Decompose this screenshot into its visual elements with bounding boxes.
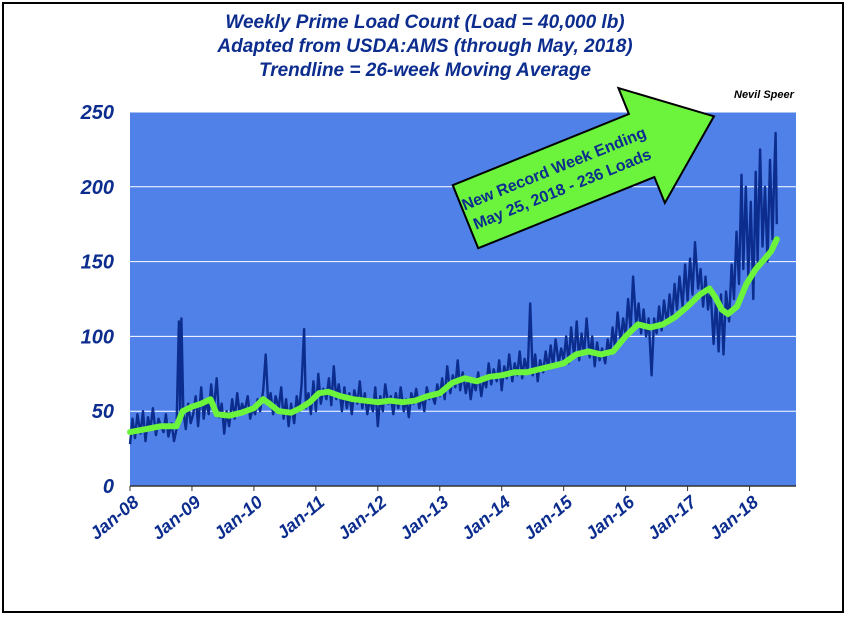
author-credit: Nevil Speer: [734, 89, 794, 101]
moving-average-trendline: [127, 236, 780, 436]
x-tick-label-Jan-08: Jan-08: [86, 492, 143, 544]
x-tick-label-Jan-18: Jan-18: [706, 492, 763, 544]
arrow-shape: [451, 86, 716, 250]
x-tick-label-Jan-10: Jan-10: [210, 492, 267, 544]
y-tick-label-250: 250: [80, 102, 114, 124]
chart-title-line-1: Weekly Prime Load Count (Load = 40,000 l…: [225, 12, 625, 33]
x-tick-label-Jan-12: Jan-12: [334, 492, 391, 544]
x-tick-label-Jan-14: Jan-14: [458, 492, 515, 544]
x-tick-label-Jan-09: Jan-09: [148, 492, 205, 544]
chart-title-line-2: Adapted from USDA:AMS (through May, 2018…: [217, 36, 633, 57]
x-tick-label-Jan-13: Jan-13: [396, 492, 453, 544]
y-tick-label-0: 0: [103, 476, 114, 498]
x-tick-label-Jan-11: Jan-11: [273, 492, 329, 543]
y-tick-label-200: 200: [80, 177, 114, 199]
y-tick-label-150: 150: [81, 252, 114, 274]
x-tick-label-Jan-16: Jan-16: [582, 491, 639, 544]
y-tick-label-100: 100: [81, 326, 114, 348]
plot-area: [130, 112, 796, 486]
y-tick-label-50: 50: [92, 401, 114, 423]
x-tick-label-Jan-15: Jan-15: [520, 491, 577, 544]
x-tick-label-Jan-17: Jan-17: [644, 491, 701, 544]
chart-title-line-3: Trendline = 26-week Moving Average: [258, 60, 592, 81]
